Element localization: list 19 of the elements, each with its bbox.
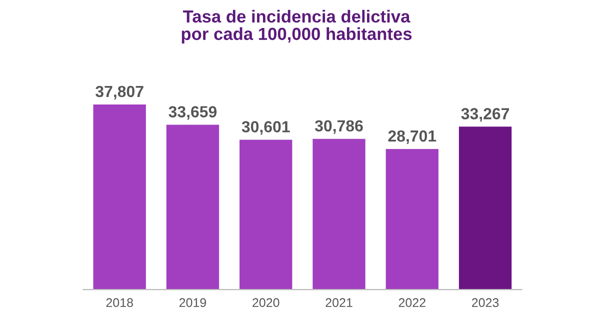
x-tick-label: 2022 <box>398 298 426 308</box>
data-label: 28,701 <box>388 130 436 144</box>
x-tick-label: 2020 <box>252 298 280 308</box>
chart-title: Tasa de incidencia delictiva por cada 100,000 habitantes <box>182 10 412 44</box>
data-label: 30,786 <box>314 120 363 134</box>
data-label: 33,659 <box>168 106 217 120</box>
x-tick-label: 2021 <box>326 298 352 308</box>
x-tick-label: 2019 <box>179 298 206 308</box>
data-label: 33,267 <box>461 108 509 122</box>
bar <box>312 138 366 290</box>
bar <box>240 140 292 290</box>
data-label: 37,807 <box>96 86 144 100</box>
x-tick-label: 2023 <box>472 298 499 308</box>
bar <box>166 124 220 290</box>
bar <box>93 104 146 290</box>
bar <box>386 149 438 290</box>
data-label: 30,601 <box>242 121 290 135</box>
x-tick-label: 2018 <box>106 298 133 308</box>
bar <box>458 126 512 290</box>
